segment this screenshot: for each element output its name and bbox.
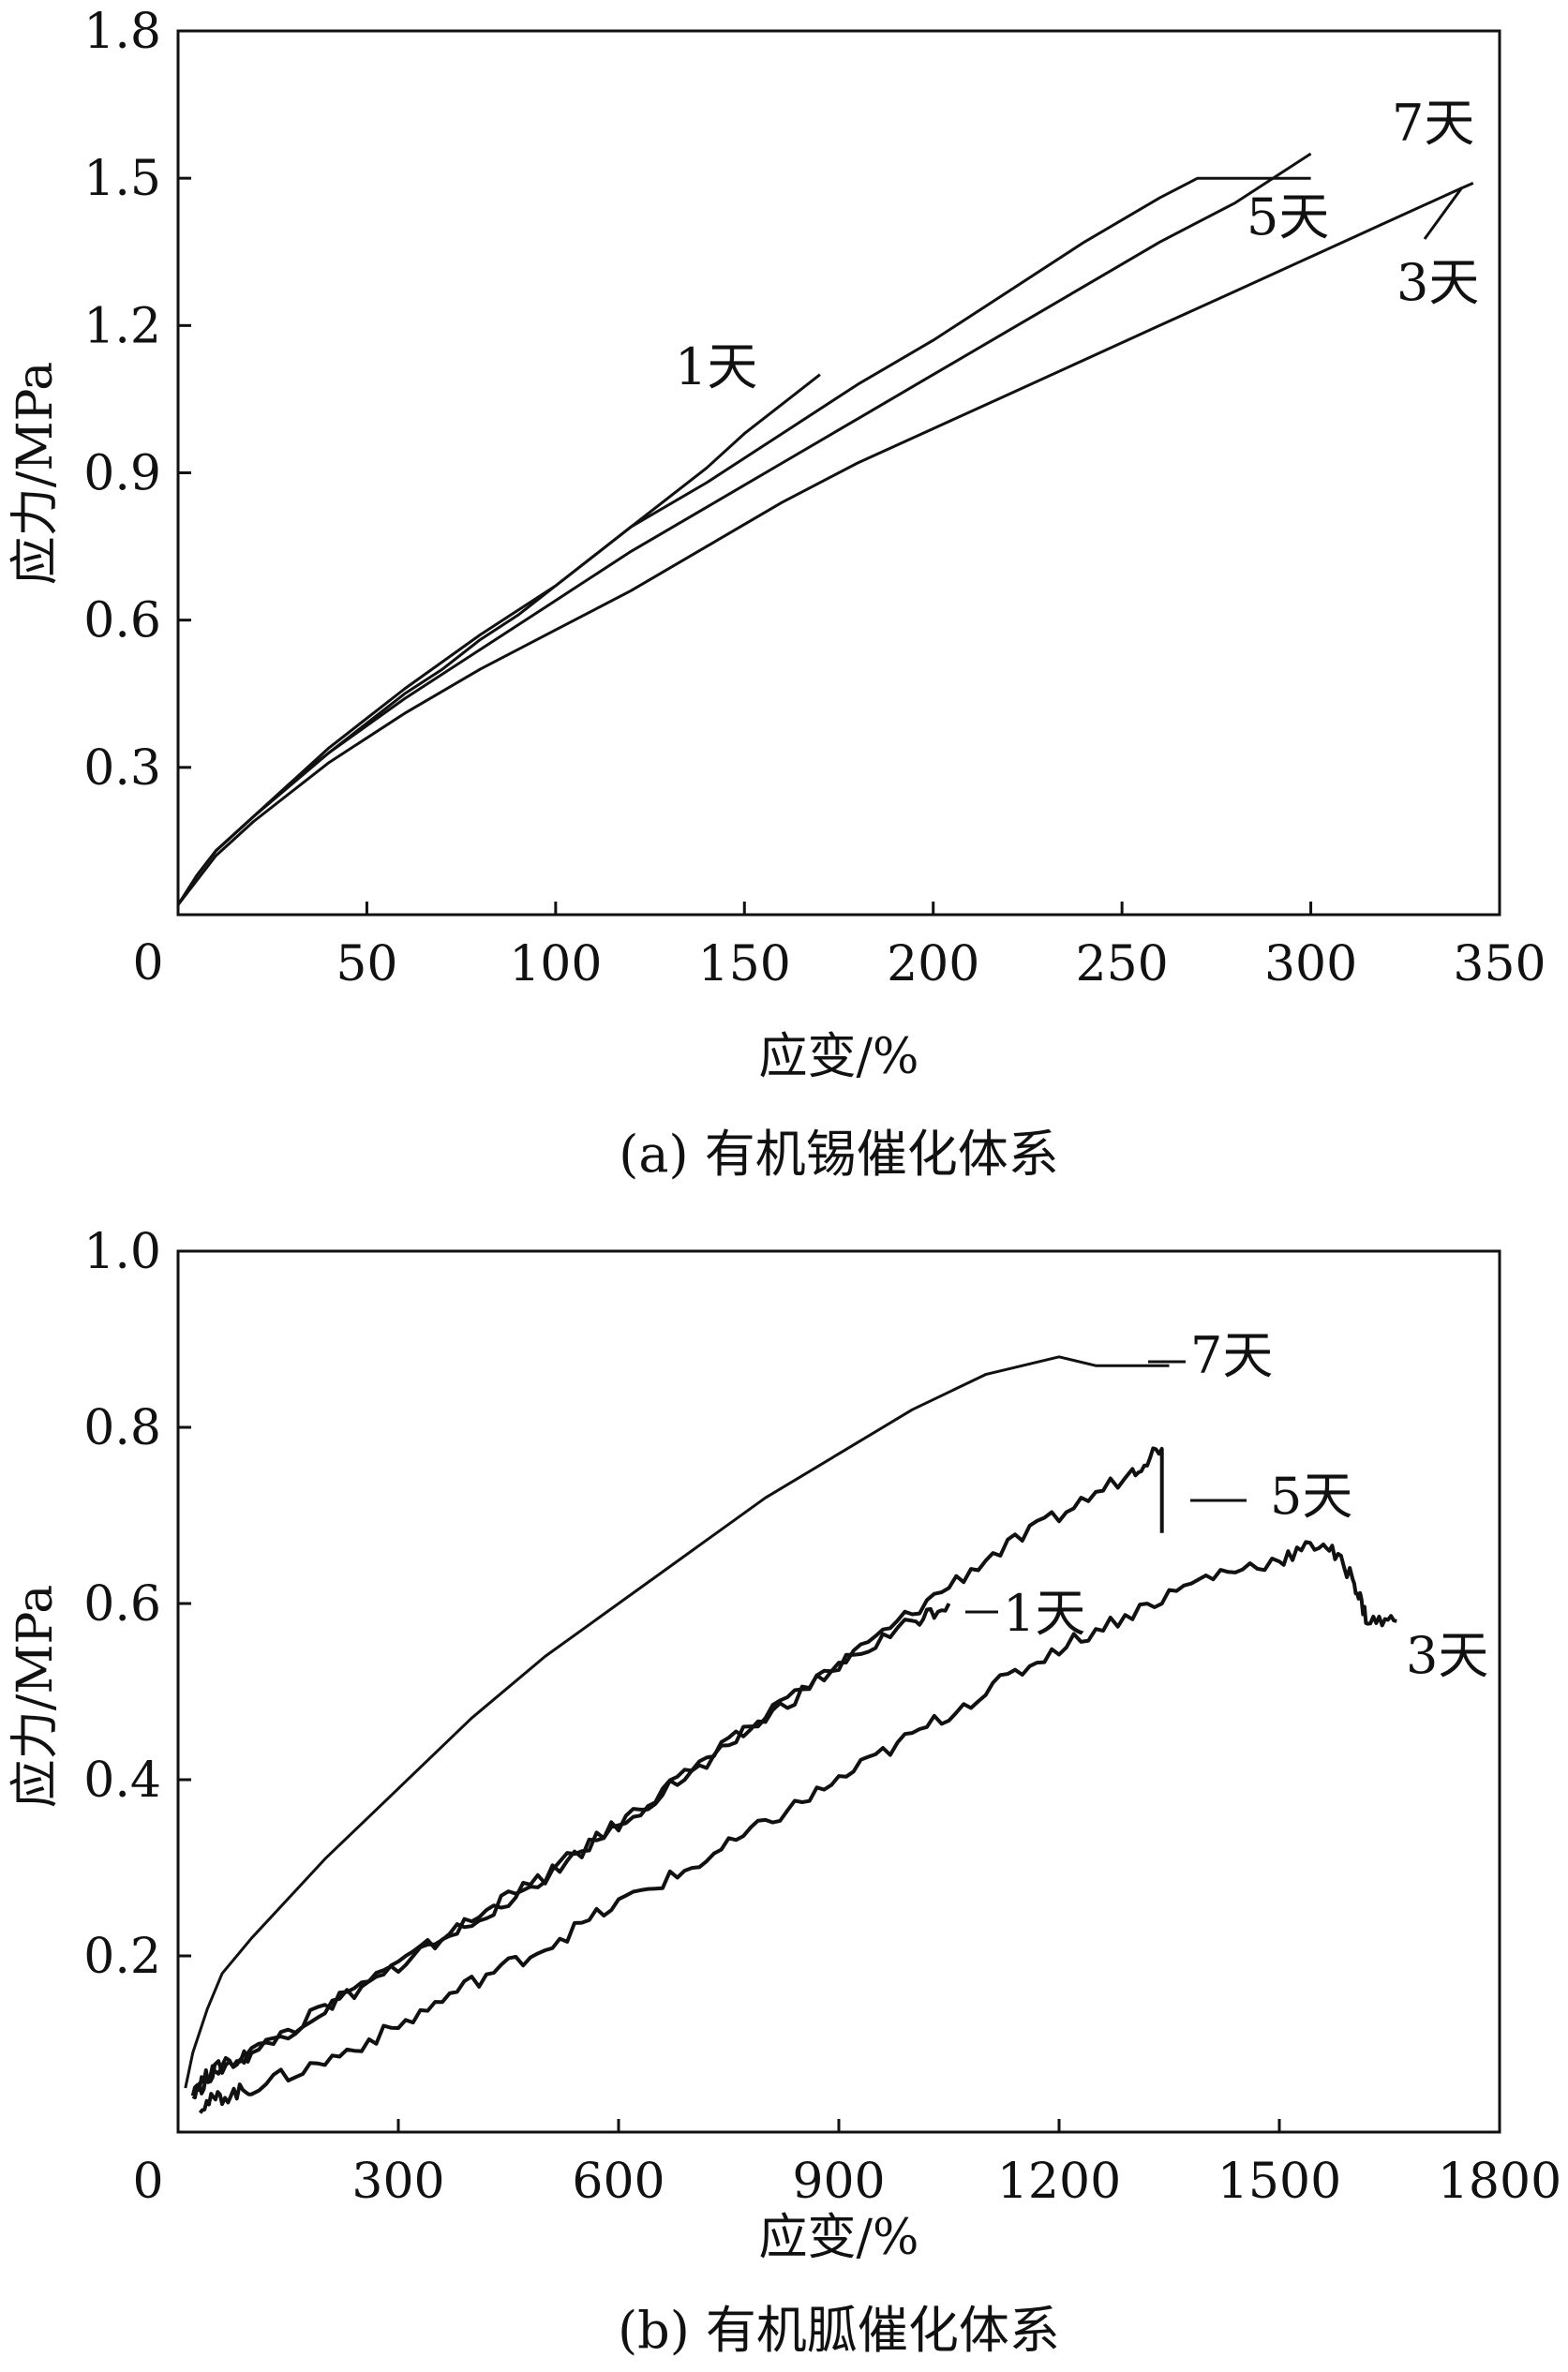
chart-b-label-3day: 3天 <box>1406 1626 1488 1685</box>
chart-a-y-tick-label: 1.5 <box>83 151 161 207</box>
chart-a-x-tick-label: 150 <box>698 936 791 992</box>
chart-a-caption: (a) 有机锡催化体系 <box>619 1125 1059 1184</box>
chart-a: 50 100 150 200 250 300 350 0.30.60.91.21.51.8 … <box>7 4 1546 1184</box>
chart-b-y-tick-label: 0.8 <box>83 1400 161 1456</box>
chart-b-label-1day: 1天 <box>1003 1584 1085 1643</box>
chart-b-y-tick-label: 0.2 <box>83 1929 161 1985</box>
chart-b-y-tick-label: 1.0 <box>83 1224 161 1280</box>
chart-b-plot-frame <box>176 1249 1501 2134</box>
chart-a-x-tick-label: 350 <box>1453 936 1546 992</box>
chart-a-label-7day: 7天 <box>1392 94 1474 153</box>
chart-b-ylabel: 应力/MPa <box>7 1585 64 1808</box>
chart-a-x-origin-label: 0 <box>132 935 163 992</box>
chart-b-series-1 <box>184 1355 1170 2089</box>
chart-a-label-3day: 3天 <box>1396 253 1479 312</box>
chart-b-y-tick-label: 0.6 <box>83 1576 161 1633</box>
chart-a-label-1day: 1天 <box>675 337 757 396</box>
chart-a-series-4 <box>176 182 1474 906</box>
chart-a-x-tick-label: 200 <box>887 936 979 992</box>
chart-b-y-tick-label: 0.4 <box>83 1753 161 1809</box>
chart-a-y-tick-label: 0.6 <box>83 593 161 649</box>
chart-a-x-tick-label: 100 <box>509 936 602 992</box>
chart-b-series-3 <box>191 1603 951 2100</box>
chart-b-x-tick-label: 1200 <box>997 2154 1121 2210</box>
chart-a-y-tick-label: 0.9 <box>83 446 161 502</box>
chart-b-x-tick-label: 900 <box>792 2154 885 2210</box>
chart-b-x-tick-label: 1800 <box>1438 2154 1561 2210</box>
chart-b-series-4 <box>198 1540 1397 2114</box>
chart-b: 300 600 900 1200 1500 1800 0.20.40.60.81.0 0 … <box>7 1224 1561 2360</box>
chart-b-xlabel: 应变/% <box>759 2210 919 2266</box>
chart-a-x-tick-label: 250 <box>1076 936 1169 992</box>
chart-b-label-5day: 5天 <box>1270 1467 1352 1526</box>
chart-a-y-tick-label: 0.3 <box>83 740 161 797</box>
chart-a-x-tick-label: 300 <box>1264 936 1357 992</box>
chart-a-label-3day-leader <box>1423 186 1464 240</box>
chart-b-x-origin-label: 0 <box>132 2154 163 2210</box>
chart-a-ylabel: 应力/MPa <box>7 362 64 585</box>
chart-a-label-5day: 5天 <box>1247 187 1329 246</box>
chart-a-series-3 <box>176 152 1312 906</box>
chart-b-x-tick-label: 600 <box>572 2154 665 2210</box>
chart-a-y-tick-label: 1.8 <box>83 4 161 60</box>
chart-a-series-2 <box>176 176 1311 906</box>
chart-a-y-tick-label: 1.2 <box>83 298 161 354</box>
chart-a-xlabel: 应变/% <box>759 1029 919 1085</box>
chart-a-x-tick-label: 50 <box>336 936 397 992</box>
chart-b-caption: (b) 有机胍催化体系 <box>618 2301 1060 2360</box>
chart-b-label-7day: 7天 <box>1190 1326 1273 1385</box>
chart-b-x-tick-label: 1500 <box>1217 2154 1341 2210</box>
chart-a-series-1 <box>176 373 821 906</box>
chart-b-x-tick-label: 300 <box>351 2154 444 2210</box>
